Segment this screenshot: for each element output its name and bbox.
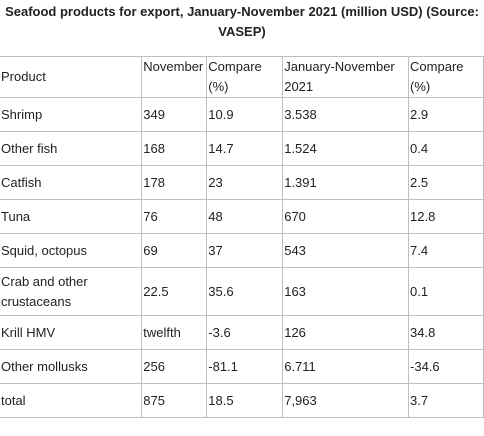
table-row: Other fish 168 14.7 1.524 0.4	[0, 131, 484, 166]
table-row: Shrimp 349 10.9 3.538 2.9	[0, 97, 484, 132]
seafood-export-table: Product November Compare (%) January-Novemb…	[0, 56, 484, 418]
table-row: total 875 18.5 7,963 3.7	[0, 383, 484, 418]
cell-compare-ytd: 3.7	[408, 383, 484, 418]
cell-january-november-2021: 126	[282, 315, 410, 350]
cell-november: twelfth	[141, 315, 208, 350]
cell-january-november-2021: 1.391	[282, 165, 410, 200]
header-cell-compare-november: Compare (%)	[206, 56, 284, 98]
cell-compare-ytd: 2.5	[408, 165, 484, 200]
cell-compare-november: 35.6	[206, 267, 284, 316]
cell-january-november-2021: 3.538	[282, 97, 410, 132]
cell-november: 76	[141, 199, 208, 234]
table-row: Other mollusks 256 -81.1 6.711 -34.6	[0, 349, 484, 384]
cell-january-november-2021: 7,963	[282, 383, 410, 418]
cell-january-november-2021: 543	[282, 233, 410, 268]
cell-january-november-2021: 163	[282, 267, 410, 316]
table-title: Seafood products for export, January-Nov…	[5, 4, 479, 39]
cell-november: 69	[141, 233, 208, 268]
cell-compare-ytd: 2.9	[408, 97, 484, 132]
cell-product: Squid, octopus	[0, 233, 143, 268]
header-cell-january-november-2021: January-November 2021	[282, 56, 410, 98]
header-cell-product: Product	[0, 56, 143, 98]
cell-compare-november: -81.1	[206, 349, 284, 384]
seafood-export-table-container: Product November Compare (%) January-Novemb…	[0, 56, 484, 418]
cell-january-november-2021: 1.524	[282, 131, 410, 166]
cell-product: Shrimp	[0, 97, 143, 132]
cell-compare-ytd: 7.4	[408, 233, 484, 268]
cell-product: Tuna	[0, 199, 143, 234]
cell-january-november-2021: 670	[282, 199, 410, 234]
cell-january-november-2021: 6.711	[282, 349, 410, 384]
cell-compare-november: -3.6	[206, 315, 284, 350]
cell-compare-ytd: 34.8	[408, 315, 484, 350]
cell-november: 349	[141, 97, 208, 132]
cell-product: Other fish	[0, 131, 143, 166]
cell-november: 178	[141, 165, 208, 200]
cell-product: Crab and other crustaceans	[0, 267, 143, 316]
table-row: Tuna 76 48 670 12.8	[0, 199, 484, 234]
header-cell-compare-ytd: Compare (%)	[408, 56, 484, 98]
cell-product: total	[0, 383, 143, 418]
cell-compare-november: 10.9	[206, 97, 284, 132]
table-row: Catfish 178 23 1.391 2.5	[0, 165, 484, 200]
header-cell-november: November	[141, 56, 208, 98]
cell-compare-november: 14.7	[206, 131, 284, 166]
table-row: Krill HMV twelfth -3.6 126 34.8	[0, 315, 484, 350]
cell-november: 256	[141, 349, 208, 384]
cell-compare-november: 48	[206, 199, 284, 234]
cell-november: 22.5	[141, 267, 208, 316]
cell-november: 168	[141, 131, 208, 166]
cell-compare-ytd: 0.4	[408, 131, 484, 166]
cell-november: 875	[141, 383, 208, 418]
table-body: Product November Compare (%) January-Novemb…	[0, 56, 484, 418]
cell-product: Catfish	[0, 165, 143, 200]
table-row: Squid, octopus 69 37 543 7.4	[0, 233, 484, 268]
cell-product: Other mollusks	[0, 349, 143, 384]
cell-compare-november: 18.5	[206, 383, 284, 418]
cell-compare-november: 37	[206, 233, 284, 268]
cell-product: Krill HMV	[0, 315, 143, 350]
cell-compare-ytd: -34.6	[408, 349, 484, 384]
table-row: Crab and other crustaceans 22.5 35.6 163 0.1	[0, 267, 484, 316]
cell-compare-ytd: 0.1	[408, 267, 484, 316]
cell-compare-november: 23	[206, 165, 284, 200]
cell-compare-ytd: 12.8	[408, 199, 484, 234]
table-header-row: Product November Compare (%) January-Novemb…	[0, 56, 484, 98]
